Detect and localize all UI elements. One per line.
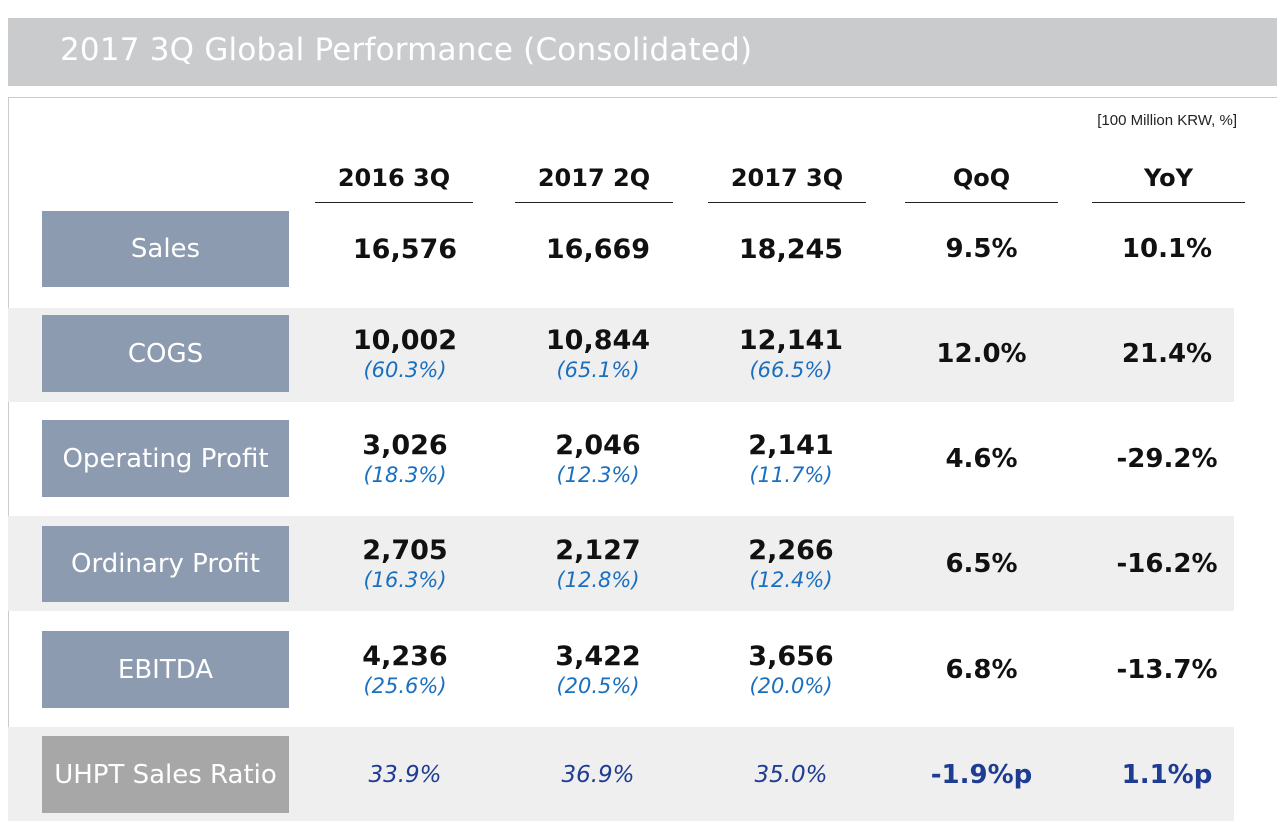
ratio: (12.8%)	[556, 568, 640, 592]
cell-operating-profit-2016-3q: 3,026 (18.3%)	[315, 420, 495, 497]
ratio: (65.1%)	[556, 357, 640, 382]
cell-sales-2017-3q: 18,245	[701, 211, 881, 287]
cell-cogs-yoy: 21.4%	[1082, 315, 1252, 392]
cell-operating-profit-2017-3q: 2,141 (11.7%)	[701, 420, 881, 497]
column-rule	[708, 202, 866, 203]
value: 36.9%	[561, 761, 635, 788]
row-label-sales: Sales	[42, 211, 289, 287]
cell-ebitda-yoy: -13.7%	[1082, 631, 1252, 708]
qoq-value: 4.6%	[945, 443, 1018, 474]
cell-cogs-2017-2q: 10,844 (65.1%)	[508, 315, 688, 392]
value: 2,141	[748, 429, 834, 461]
cell-cogs-qoq: 12.0%	[905, 315, 1058, 392]
cell-operating-profit-yoy: -29.2%	[1082, 420, 1252, 497]
ratio: (60.3%)	[363, 357, 447, 382]
yoy-value: 21.4%	[1121, 338, 1213, 369]
yoy-value: -13.7%	[1116, 654, 1218, 685]
cell-uhpt-2017-3q: 35.0%	[701, 736, 881, 813]
cell-cogs-2017-3q: 12,141 (66.5%)	[701, 315, 881, 392]
value: 4,236	[362, 640, 448, 672]
row-label-cogs: COGS	[42, 315, 289, 392]
unit-note: [100 Million KRW, %]	[1097, 112, 1237, 129]
cell-ebitda-qoq: 6.8%	[905, 631, 1058, 708]
value: 2,046	[555, 429, 641, 461]
value: 10,002	[352, 324, 458, 356]
ratio: (11.7%)	[749, 462, 833, 487]
yoy-value: -16.2%	[1116, 549, 1218, 579]
value: 3,656	[748, 640, 834, 672]
value: 16,669	[545, 233, 651, 265]
qoq-value: 12.0%	[936, 338, 1027, 369]
cell-sales-qoq: 9.5%	[905, 211, 1058, 287]
value: 2,127	[555, 535, 641, 566]
title-bar: 2017 3Q Global Performance (Consolidated…	[8, 18, 1277, 86]
value: 18,245	[738, 233, 844, 265]
value: 2,705	[362, 535, 448, 566]
page-title: 2017 3Q Global Performance (Consolidated…	[60, 32, 753, 68]
cell-operating-profit-2017-2q: 2,046 (12.3%)	[508, 420, 688, 497]
yoy-value: -29.2%	[1116, 443, 1218, 474]
column-rule	[905, 202, 1058, 203]
cell-ordinary-profit-2016-3q: 2,705 (16.3%)	[315, 526, 495, 602]
column-header-qoq: QoQ	[952, 164, 1011, 192]
cell-operating-profit-qoq: 4.6%	[905, 420, 1058, 497]
value: 3,026	[362, 429, 448, 461]
cell-uhpt-qoq: -1.9%p	[905, 736, 1058, 813]
ratio: (16.3%)	[363, 568, 447, 592]
ratio: (12.4%)	[749, 568, 833, 592]
value: 16,576	[352, 233, 458, 265]
ratio: (20.0%)	[749, 673, 833, 698]
value: 12,141	[738, 324, 844, 356]
cell-ordinary-profit-2017-2q: 2,127 (12.8%)	[508, 526, 688, 602]
row-label-ordinary-profit: Ordinary Profit	[42, 526, 289, 602]
cell-ebitda-2016-3q: 4,236 (25.6%)	[315, 631, 495, 708]
row-label-operating-profit: Operating Profit	[42, 420, 289, 497]
cell-sales-yoy: 10.1%	[1082, 211, 1252, 287]
value: 2,266	[748, 535, 834, 566]
cell-ordinary-profit-2017-3q: 2,266 (12.4%)	[701, 526, 881, 602]
row-label-uhpt-sales-ratio: UHPT Sales Ratio	[42, 736, 289, 813]
cell-cogs-2016-3q: 10,002 (60.3%)	[315, 315, 495, 392]
yoy-value: 1.1%p	[1121, 759, 1213, 790]
cell-ordinary-profit-yoy: -16.2%	[1082, 526, 1252, 602]
value: 35.0%	[754, 761, 828, 788]
value: 10,844	[545, 324, 651, 356]
qoq-value: -1.9%p	[930, 759, 1033, 790]
value: 33.9%	[368, 761, 442, 788]
ratio: (12.3%)	[556, 462, 640, 487]
ratio: (20.5%)	[556, 673, 640, 698]
cell-uhpt-yoy: 1.1%p	[1082, 736, 1252, 813]
column-header-yoy: YoY	[1143, 164, 1194, 192]
qoq-value: 6.5%	[945, 549, 1018, 579]
cell-ordinary-profit-qoq: 6.5%	[905, 526, 1058, 602]
row-label-ebitda: EBITDA	[42, 631, 289, 708]
column-header-2017-3q: 2017 3Q	[730, 164, 844, 192]
cell-sales-2016-3q: 16,576	[315, 211, 495, 287]
ratio: (18.3%)	[363, 462, 447, 487]
cell-ebitda-2017-3q: 3,656 (20.0%)	[701, 631, 881, 708]
qoq-value: 6.8%	[945, 654, 1018, 685]
ratio: (25.6%)	[363, 673, 447, 698]
cell-ebitda-2017-2q: 3,422 (20.5%)	[508, 631, 688, 708]
cell-uhpt-2016-3q: 33.9%	[315, 736, 495, 813]
cell-uhpt-2017-2q: 36.9%	[508, 736, 688, 813]
qoq-value: 9.5%	[945, 234, 1018, 264]
column-header-2016-3q: 2016 3Q	[337, 164, 451, 192]
content-frame	[8, 97, 1277, 821]
value: 3,422	[555, 640, 641, 672]
column-rule	[515, 202, 673, 203]
column-rule	[1092, 202, 1245, 203]
column-rule	[315, 202, 473, 203]
ratio: (66.5%)	[749, 357, 833, 382]
column-header-2017-2q: 2017 2Q	[537, 164, 651, 192]
cell-sales-2017-2q: 16,669	[508, 211, 688, 287]
yoy-value: 10.1%	[1121, 234, 1213, 264]
